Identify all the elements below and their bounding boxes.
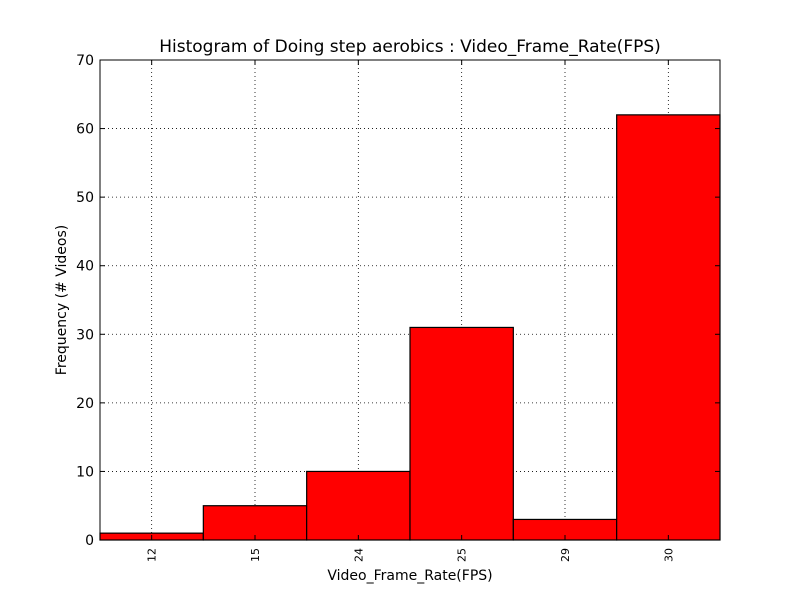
- x-tick-label: 12: [146, 548, 159, 562]
- x-tick-label: 25: [456, 548, 469, 562]
- x-tick-label: 15: [249, 548, 262, 562]
- y-tick-labels: 0 10 20 30 40 50 60 70: [76, 53, 94, 549]
- tick-marks: [100, 59, 720, 541]
- x-tick-label: 29: [559, 548, 572, 562]
- histogram-bar: [616, 114, 721, 541]
- y-axis-label: Frequency (# Videos): [54, 225, 70, 375]
- plot-frame: [99, 59, 721, 541]
- histogram-bar: [306, 470, 411, 541]
- y-tick-label: 70: [76, 53, 94, 69]
- y-tick-label: 20: [76, 396, 94, 412]
- y-tick-label: 30: [76, 327, 94, 343]
- x-tick-label: 24: [352, 548, 365, 562]
- histogram-bar: [202, 505, 308, 541]
- x-axis-label: Video_Frame_Rate(FPS): [327, 568, 492, 584]
- y-tick-label: 50: [76, 190, 94, 206]
- y-tick-label: 40: [76, 259, 94, 275]
- x-tick-labels: 12 15 24 25 29 30: [146, 548, 676, 562]
- histogram-bar: [409, 326, 514, 541]
- y-tick-label: 0: [85, 533, 94, 549]
- x-tick-label: 30: [662, 548, 675, 562]
- bars: [99, 114, 721, 541]
- y-tick-label: 10: [76, 464, 94, 480]
- y-tick-label: 60: [76, 122, 94, 138]
- chart-title: Histogram of Doing step aerobics : Video…: [159, 37, 661, 57]
